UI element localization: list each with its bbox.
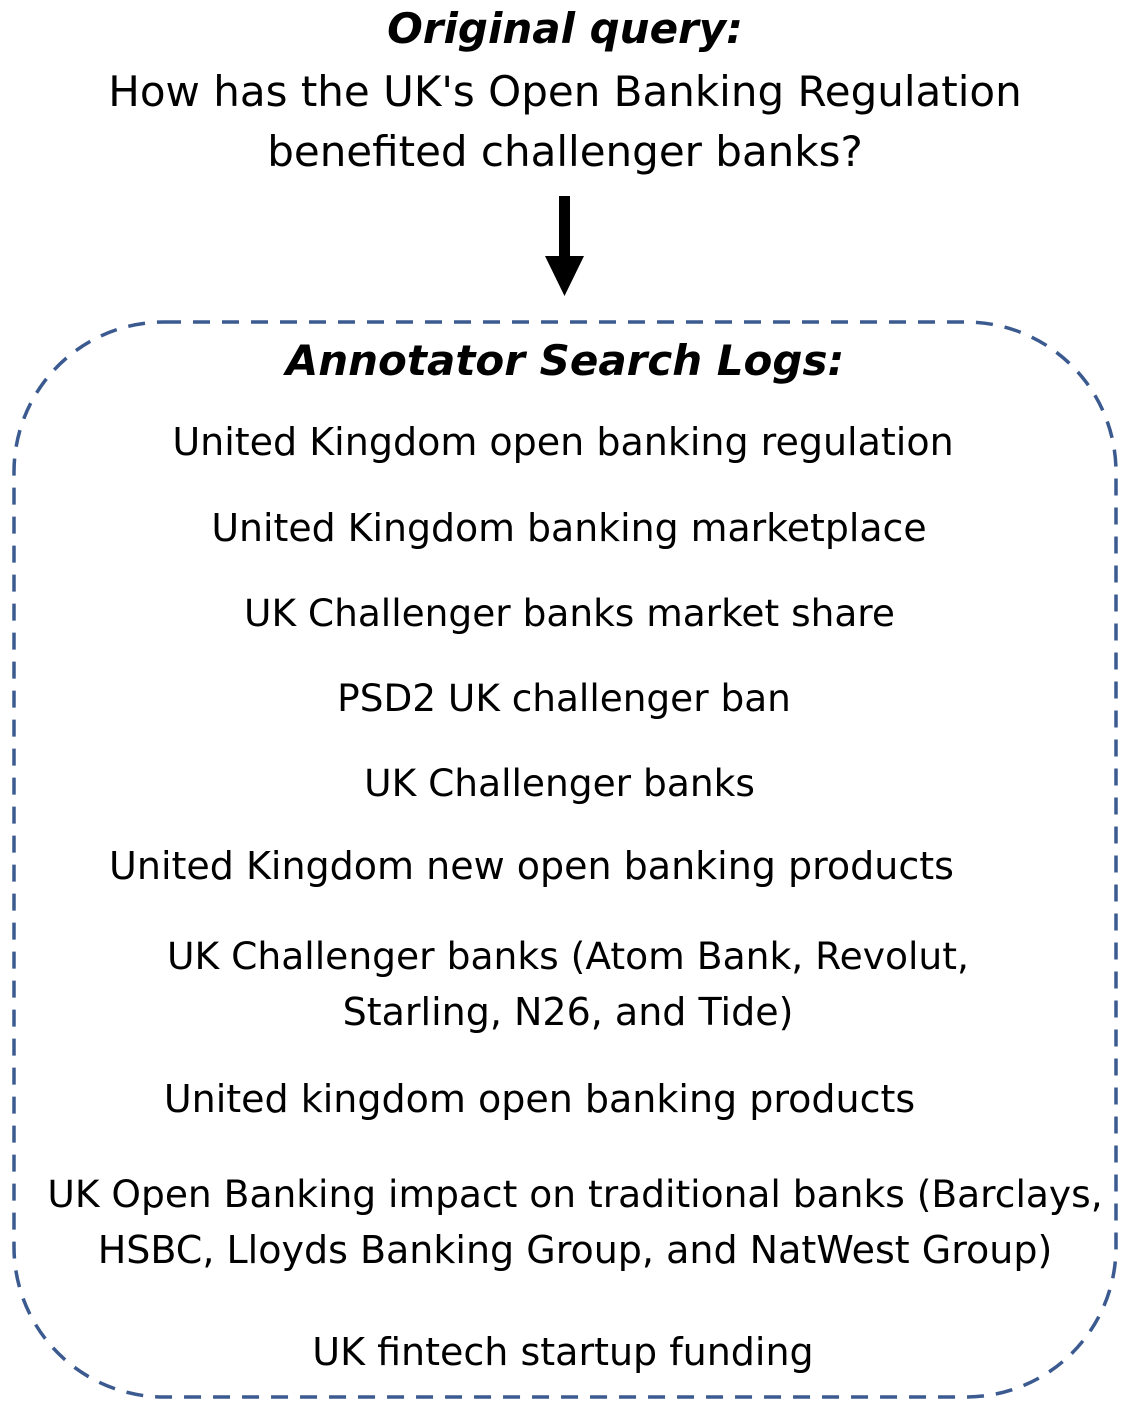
arrow-shaft: [559, 196, 570, 258]
search-log-item: UK Challenger banks: [364, 755, 755, 811]
search-log-text: United kingdom open banking products: [163, 1077, 916, 1121]
search-logs-heading: Annotator Search Logs:: [285, 336, 845, 385]
original-query-line: benefited challenger banks?: [267, 127, 863, 176]
search-log-item: UK Challenger banks (Atom Bank, Revolut,…: [167, 928, 969, 1040]
search-log-item: UK fintech startup funding: [312, 1324, 814, 1380]
search-log-item: PSD2 UK challenger ban: [337, 670, 791, 726]
search-log-text: United Kingdom banking marketplace: [211, 506, 927, 550]
search-log-text: HSBC, Lloyds Banking Group, and NatWest …: [97, 1228, 1053, 1272]
original-query-heading: Original query:: [387, 4, 743, 53]
search-log-text: United Kingdom open banking regulation: [172, 420, 954, 464]
search-log-text: UK Challenger banks: [364, 761, 755, 805]
down-arrow-icon: [545, 196, 584, 296]
arrow-head: [545, 256, 584, 296]
search-log-item: United Kingdom open banking regulation: [171, 414, 955, 470]
original-query-text: How has the UK's Open Banking Regulation…: [0, 62, 1130, 182]
search-log-text: UK Challenger banks market share: [244, 591, 895, 635]
original-query-line: How has the UK's Open Banking Regulation: [108, 67, 1022, 116]
search-log-text: PSD2 UK challenger ban: [337, 676, 791, 720]
search-log-text: UK fintech startup funding: [312, 1330, 814, 1374]
search-log-item: United Kingdom new open banking products: [107, 838, 956, 894]
search-log-item: United Kingdom banking marketplace: [211, 500, 927, 556]
search-log-item: UK Challenger banks market share: [244, 585, 895, 641]
dashed-border: [12, 320, 1118, 1399]
search-log-text: UK Challenger banks (Atom Bank, Revolut,: [167, 934, 969, 978]
search-log-text: United Kingdom new open banking products: [109, 844, 954, 888]
search-log-item: United kingdom open banking products: [162, 1071, 917, 1127]
search-log-text: Starling, N26, and Tide): [342, 990, 794, 1034]
search-log-item: UK Open Banking impact on traditional ba…: [47, 1166, 1103, 1278]
search-log-text: UK Open Banking impact on traditional ba…: [47, 1172, 1103, 1216]
